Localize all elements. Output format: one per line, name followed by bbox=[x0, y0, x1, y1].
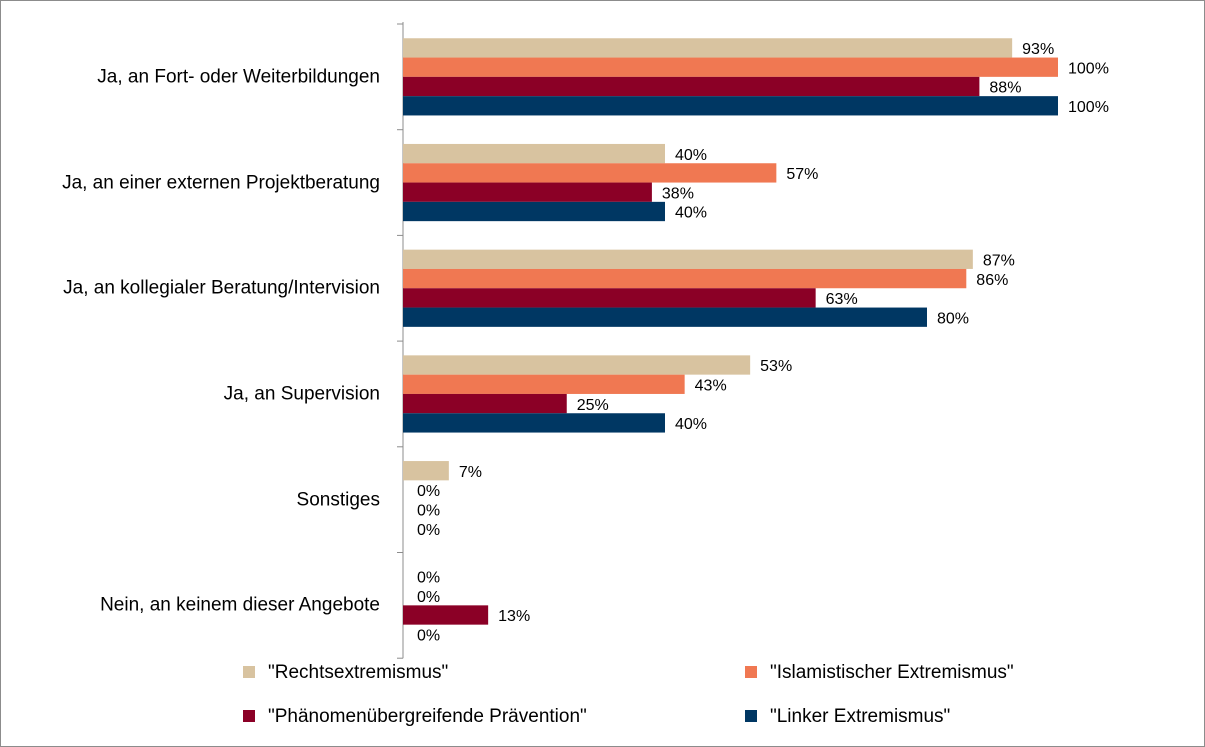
bar bbox=[403, 201, 665, 222]
y-tick-label-box: Ja, an kollegialer Beratung/Intervision bbox=[10, 275, 380, 302]
data-label: 0% bbox=[417, 628, 440, 645]
legend-label: "Rechtsextremismus" bbox=[268, 662, 448, 683]
bar bbox=[403, 76, 980, 97]
data-label: 57% bbox=[786, 166, 818, 183]
legend-swatch bbox=[243, 710, 255, 722]
legend-swatch bbox=[243, 666, 255, 678]
y-tick-label-box: Ja, an einer externen Projektberatung bbox=[10, 169, 380, 196]
data-label: 87% bbox=[983, 253, 1015, 270]
data-label: 86% bbox=[976, 272, 1008, 289]
data-label: 0% bbox=[417, 483, 440, 500]
data-label: 100% bbox=[1068, 60, 1109, 77]
bar bbox=[403, 374, 685, 394]
bar bbox=[403, 355, 751, 375]
data-label: 88% bbox=[989, 80, 1021, 97]
bar bbox=[403, 96, 1058, 116]
data-label: 0% bbox=[417, 589, 440, 606]
data-label: 43% bbox=[695, 378, 727, 395]
bar bbox=[403, 393, 567, 414]
legend-label: "Phänomenübergreifende Prävention" bbox=[268, 706, 587, 727]
bar bbox=[403, 307, 927, 327]
data-label: 7% bbox=[459, 464, 482, 481]
y-tick-label-box: Ja, an Supervision bbox=[10, 380, 380, 407]
bar bbox=[403, 288, 816, 308]
data-label: 40% bbox=[675, 205, 707, 222]
data-label: 93% bbox=[1022, 41, 1054, 58]
y-tick-label: Ja, an Fort- oder Weiterbildungen bbox=[97, 66, 380, 88]
data-label: 53% bbox=[760, 358, 792, 375]
legend-swatch bbox=[745, 666, 757, 678]
bar bbox=[403, 413, 665, 433]
y-tick-label-box: Ja, an Fort- oder Weiterbildungen bbox=[10, 63, 380, 90]
legend-swatch bbox=[745, 710, 757, 722]
bar bbox=[403, 461, 449, 481]
data-label: 40% bbox=[675, 416, 707, 433]
data-label: 38% bbox=[662, 185, 694, 202]
legend-label: "Islamistischer Extremismus" bbox=[770, 662, 1014, 683]
bar bbox=[403, 605, 489, 625]
y-tick-label-box: Sonstiges bbox=[10, 486, 380, 513]
bar bbox=[403, 249, 973, 269]
bar bbox=[403, 268, 967, 289]
data-label: 0% bbox=[417, 570, 440, 587]
data-label: 100% bbox=[1068, 99, 1109, 116]
bar bbox=[403, 38, 1013, 58]
bar bbox=[403, 57, 1058, 77]
bar bbox=[403, 163, 777, 183]
data-label: 40% bbox=[675, 147, 707, 164]
bar bbox=[403, 182, 652, 202]
y-tick-label: Sonstiges bbox=[296, 489, 380, 511]
y-tick-label: Nein, an keinem dieser Angebote bbox=[100, 594, 380, 616]
data-label: 80% bbox=[937, 310, 969, 327]
y-tick-label: Ja, an einer externen Projektberatung bbox=[62, 172, 380, 194]
legend-label: "Linker Extremismus" bbox=[770, 706, 950, 727]
bar bbox=[403, 143, 665, 164]
data-label: 0% bbox=[417, 503, 440, 520]
y-tick-label: Ja, an Supervision bbox=[223, 383, 380, 405]
y-tick-label: Ja, an kollegialer Beratung/Intervision bbox=[63, 277, 380, 299]
data-label: 0% bbox=[417, 522, 440, 539]
data-label: 13% bbox=[498, 608, 530, 625]
data-label: 63% bbox=[826, 291, 858, 308]
y-tick-label-box: Nein, an keinem dieser Angebote bbox=[10, 592, 380, 619]
data-label: 25% bbox=[577, 397, 609, 414]
